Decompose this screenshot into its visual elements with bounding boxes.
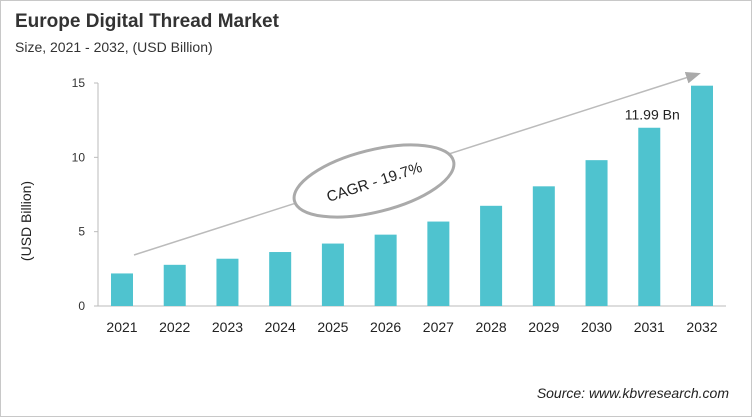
bar-2029 [532,186,555,306]
source-note: Source: www.kbvresearch.com [536,385,729,401]
y-tick-label: 0 [78,299,85,313]
x-tick-label: 2027 [423,319,454,335]
bar-2022 [163,264,186,306]
x-tick-label: 2029 [528,319,559,335]
bar-2021 [111,273,133,306]
x-tick-label: 2025 [317,319,348,335]
x-tick-label: 2022 [159,319,190,335]
x-tick-label: 2026 [370,319,401,335]
y-tick-label: 10 [72,150,86,164]
x-tick-label: 2023 [212,319,243,335]
y-tick-label: 5 [78,225,85,239]
bar-2030 [585,160,608,306]
y-axis-label: (USD Billion) [18,181,34,261]
y-tick-label: 15 [72,76,86,90]
x-tick-label: 2028 [476,319,507,335]
x-tick-label: 2030 [581,319,612,335]
bar-2028 [480,205,503,306]
bar-2024 [269,252,292,306]
cagr-ellipse [292,143,456,219]
chart-subtitle: Size, 2021 - 2032, (USD Billion) [15,39,213,55]
bar-2032 [691,85,713,307]
data-label-2031: 11.99 Bn [625,107,680,123]
bar-2026 [374,234,397,306]
bar-2027 [427,221,450,306]
x-tick-label: 2032 [686,319,717,335]
bar-2031 [638,127,661,307]
chart-title: Europe Digital Thread Market [15,11,279,32]
x-tick-label: 2024 [265,319,296,335]
bar-2023 [216,258,239,306]
x-tick-label: 2021 [106,319,137,335]
bar-2025 [321,243,344,306]
x-tick-label: 2031 [634,319,665,335]
